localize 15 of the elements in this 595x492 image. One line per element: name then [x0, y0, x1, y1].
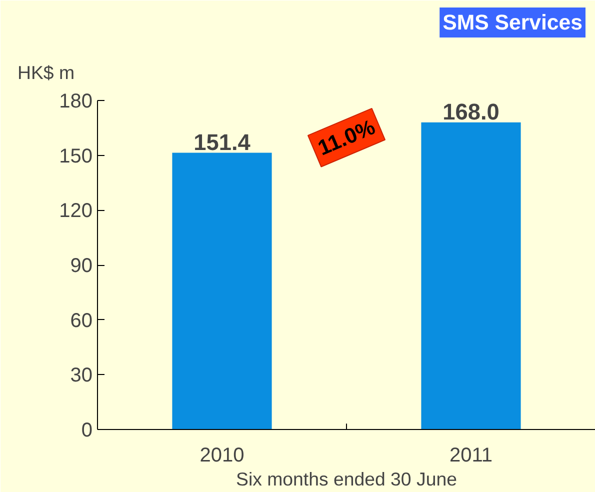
x-tick-label: 2010: [200, 444, 244, 466]
annotation: 11.0%: [314, 114, 379, 160]
data-label: 168.0: [442, 98, 500, 124]
x-axis-title: Six months ended 30 June: [236, 468, 457, 490]
y-axis-title: HK$ m: [18, 62, 75, 83]
chart-title: SMS Services: [442, 10, 583, 34]
y-tick-label: 60: [70, 310, 93, 332]
y-tick-label: 30: [70, 364, 93, 387]
data-label: 151.4: [194, 128, 251, 155]
y-tick-label: 150: [59, 145, 93, 168]
y-tick-label: 90: [70, 255, 93, 277]
y-tick-label: 0: [81, 420, 92, 442]
y-tick-label: 180: [59, 90, 93, 112]
y-tick-label: 120: [59, 200, 93, 222]
x-tick-label: 2011: [449, 444, 493, 466]
